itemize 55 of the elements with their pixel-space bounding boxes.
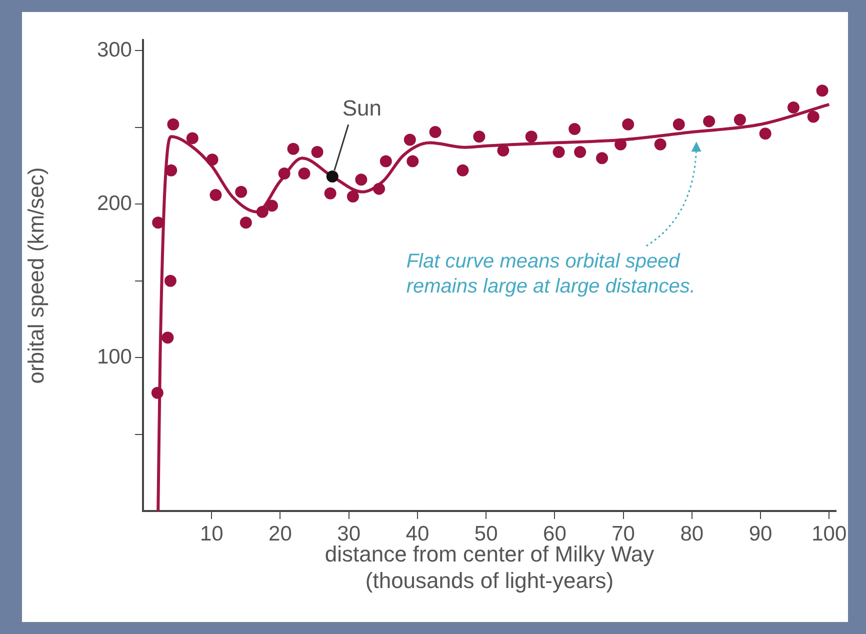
point bbox=[429, 126, 442, 138]
point bbox=[206, 154, 218, 166]
point bbox=[210, 188, 222, 201]
point bbox=[622, 118, 634, 130]
y-tick-label: 100 bbox=[96, 345, 132, 368]
point bbox=[167, 118, 180, 130]
point bbox=[287, 142, 300, 155]
point bbox=[672, 118, 685, 130]
x-tick-label: 20 bbox=[268, 522, 292, 546]
point bbox=[355, 174, 368, 186]
point bbox=[654, 138, 666, 150]
point bbox=[326, 170, 338, 183]
point bbox=[497, 144, 510, 156]
point bbox=[298, 167, 310, 180]
point bbox=[266, 200, 278, 212]
point bbox=[240, 216, 252, 229]
point bbox=[380, 155, 392, 168]
x-tick-label: 10 bbox=[200, 522, 224, 546]
x-tick-label: 90 bbox=[748, 522, 772, 546]
point bbox=[759, 128, 772, 140]
y-tick-label: 200 bbox=[96, 192, 132, 215]
x-tick-label: 80 bbox=[680, 522, 704, 546]
point bbox=[406, 155, 419, 168]
point bbox=[568, 122, 581, 135]
point bbox=[324, 187, 336, 200]
point bbox=[787, 102, 800, 114]
point bbox=[473, 130, 486, 143]
point bbox=[807, 110, 820, 123]
point bbox=[596, 152, 608, 164]
point bbox=[552, 146, 565, 158]
point bbox=[373, 182, 386, 195]
point bbox=[162, 332, 174, 344]
point bbox=[346, 190, 359, 202]
x-tick-label: 100 bbox=[812, 522, 847, 546]
y-axis-title: orbital speed (km/sec) bbox=[23, 167, 48, 384]
point bbox=[311, 146, 324, 158]
point bbox=[151, 386, 164, 399]
point bbox=[456, 164, 469, 176]
annotation: Flat curve means orbital speed remains large at large distances. bbox=[406, 250, 696, 298]
point bbox=[164, 274, 176, 287]
annotation: Sun bbox=[342, 96, 382, 121]
point bbox=[165, 164, 178, 176]
point bbox=[186, 132, 198, 144]
point bbox=[235, 186, 248, 198]
point bbox=[278, 167, 290, 180]
point bbox=[152, 216, 164, 229]
point bbox=[703, 115, 716, 128]
point bbox=[816, 84, 828, 97]
point bbox=[525, 130, 538, 143]
y-tick-label: 300 bbox=[96, 38, 132, 62]
point bbox=[574, 146, 586, 158]
point bbox=[734, 114, 746, 126]
point bbox=[256, 206, 268, 218]
point bbox=[614, 138, 627, 150]
point bbox=[404, 134, 416, 146]
